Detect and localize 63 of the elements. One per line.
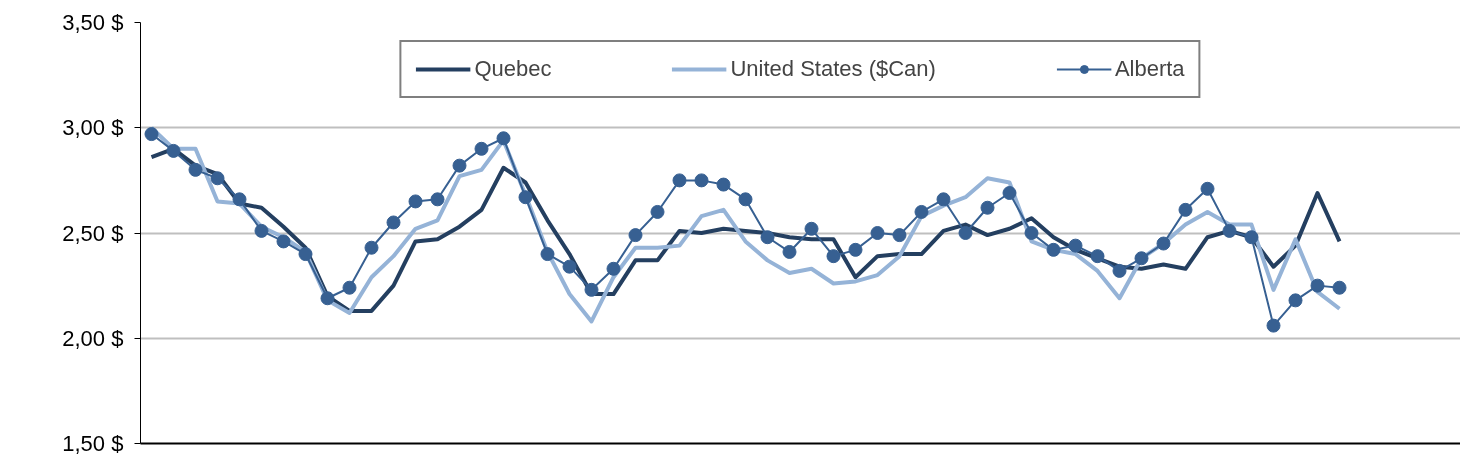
- point: [782, 244, 797, 259]
- point: [848, 242, 863, 257]
- point: [540, 247, 555, 262]
- point: [936, 192, 951, 207]
- legend-label: Quebec: [474, 56, 552, 82]
- point: [1288, 293, 1303, 308]
- point: [320, 291, 335, 306]
- point: [1002, 186, 1017, 200]
- point: [804, 221, 819, 236]
- point: [760, 230, 775, 245]
- point: [562, 259, 577, 274]
- point: [144, 127, 159, 142]
- point: [1266, 318, 1281, 333]
- y-tick-label: 2,50 $: [62, 220, 124, 246]
- point: [452, 158, 467, 173]
- point: [606, 261, 621, 276]
- point: [1244, 230, 1259, 245]
- legend-label: United States ($Can): [730, 56, 936, 82]
- point: [1068, 238, 1083, 253]
- y-tick-label: 2,00 $: [62, 325, 124, 351]
- point: [1024, 226, 1039, 240]
- point: [210, 171, 225, 186]
- point: [1332, 280, 1347, 295]
- point: [1090, 249, 1105, 264]
- point: [870, 226, 885, 240]
- point: [650, 204, 665, 219]
- point: [232, 192, 247, 207]
- point: [1178, 202, 1193, 217]
- point: [1200, 181, 1215, 196]
- point: [694, 173, 709, 188]
- point: [342, 280, 357, 295]
- legend-label: Alberta: [1114, 56, 1185, 82]
- point: [518, 190, 533, 205]
- y-tick-label: 3,00 $: [62, 115, 124, 141]
- point: [716, 177, 731, 192]
- point: [386, 215, 401, 230]
- point: [1222, 223, 1237, 238]
- point: [1112, 263, 1127, 278]
- point: [826, 249, 841, 264]
- point: [364, 240, 379, 255]
- point: [298, 247, 313, 262]
- point: [408, 194, 423, 209]
- point: [474, 141, 489, 156]
- point: [672, 173, 687, 188]
- point: [738, 192, 753, 207]
- point: [1156, 236, 1171, 251]
- point: [628, 228, 643, 243]
- point: [276, 234, 291, 249]
- point: [254, 223, 269, 238]
- point: [980, 200, 995, 215]
- point: [892, 228, 907, 243]
- point: [958, 226, 973, 240]
- point: [584, 282, 599, 297]
- point: [188, 162, 203, 177]
- y-tick-label: 1,50 $: [62, 430, 124, 456]
- point: [496, 131, 511, 146]
- point: [1310, 278, 1325, 293]
- point: [914, 204, 929, 219]
- point: [1134, 251, 1149, 266]
- point: [1046, 242, 1061, 257]
- point: [166, 143, 181, 158]
- y-tick-label: 3,50 $: [62, 10, 124, 35]
- point: [430, 192, 445, 207]
